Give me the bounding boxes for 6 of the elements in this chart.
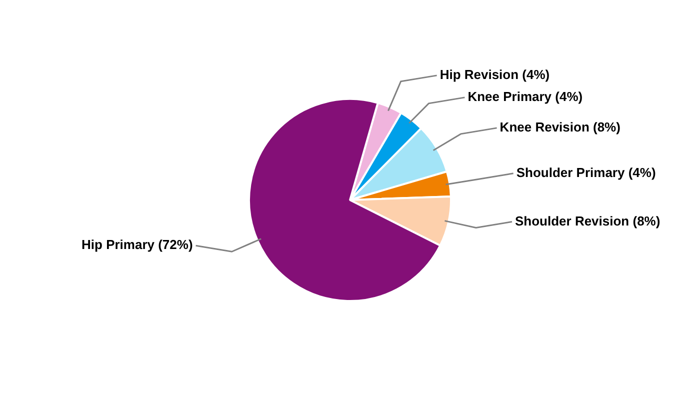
slice-label: Shoulder Primary (4%) (516, 164, 656, 180)
slice-label: Knee Revision (8%) (500, 120, 620, 135)
slice-label: Hip Revision (4%) (440, 67, 550, 82)
slice-label: Hip Primary (72%) (82, 237, 193, 252)
slice-label: Shoulder Revision (8%) (514, 213, 660, 228)
slice-label: Knee Primary (4%) (468, 89, 583, 104)
